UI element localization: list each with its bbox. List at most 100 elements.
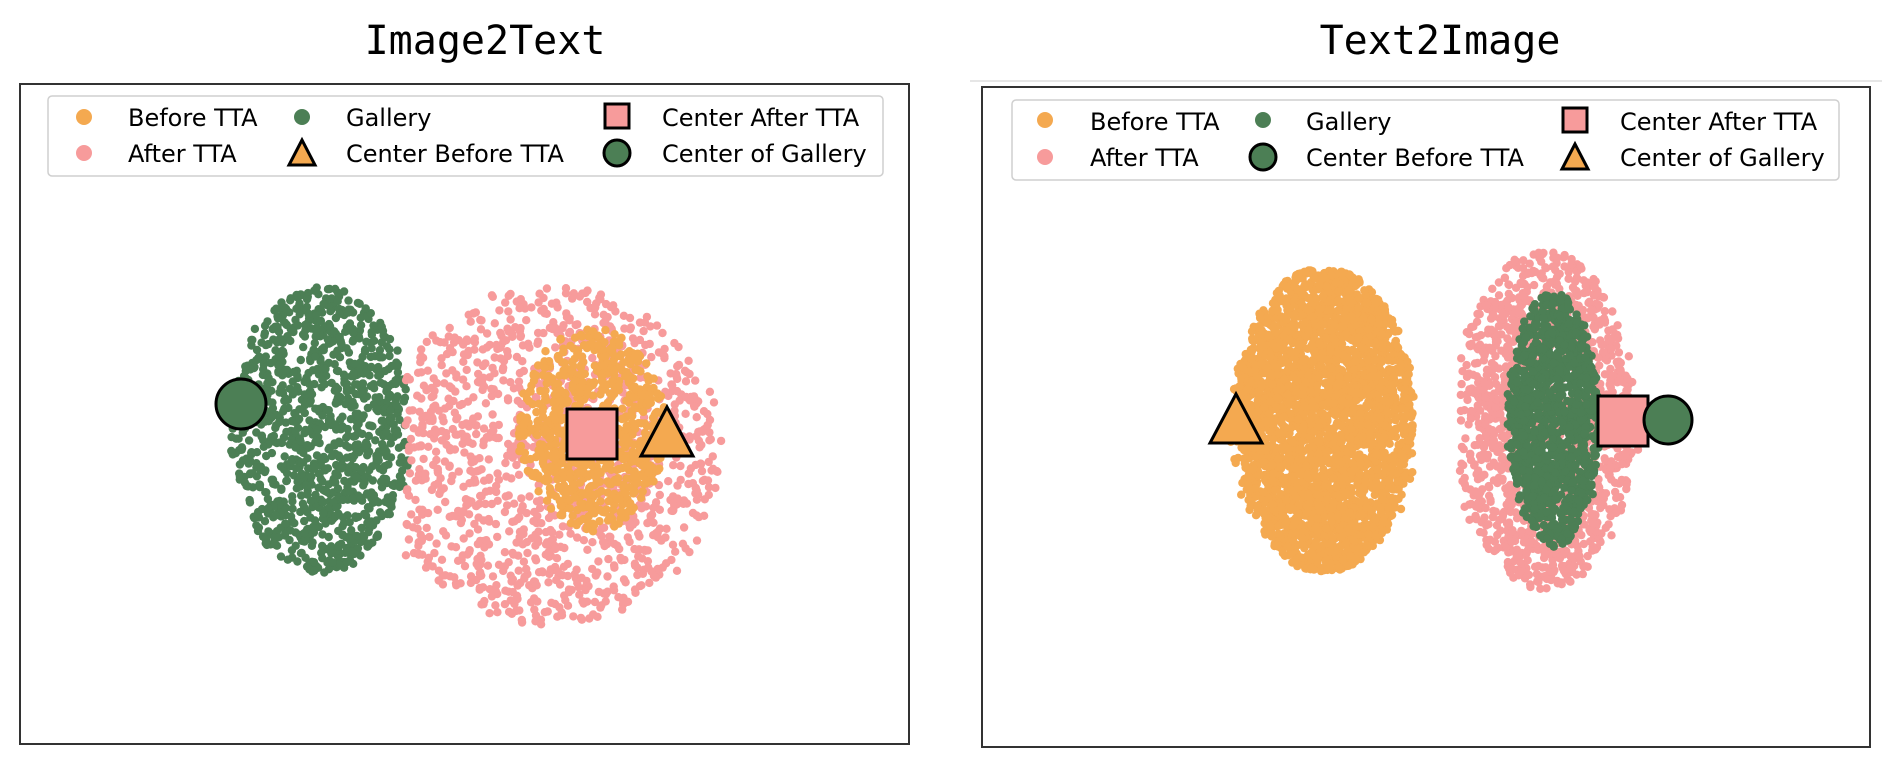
scatter-point xyxy=(649,518,658,527)
scatter-point xyxy=(531,371,541,380)
scatter-point xyxy=(550,390,560,399)
scatter-point xyxy=(302,562,312,571)
scatter-point xyxy=(565,504,574,513)
scatter-point xyxy=(566,529,575,538)
scatter-point xyxy=(501,336,511,345)
scatter-point xyxy=(439,527,448,536)
scatter-point xyxy=(462,419,471,428)
scatter-point xyxy=(692,536,702,545)
scatter-point xyxy=(374,362,383,372)
scatter-point xyxy=(540,363,549,373)
scatter-point xyxy=(407,456,416,465)
scatter-point xyxy=(698,476,708,486)
scatter-point xyxy=(577,573,586,582)
scatter-point xyxy=(479,441,488,450)
scatter-point xyxy=(542,379,551,388)
scatter-point xyxy=(1369,347,1379,357)
scatter-point xyxy=(300,503,309,512)
scatter-point xyxy=(460,448,469,457)
scatter-point xyxy=(413,516,422,525)
scatter-point xyxy=(295,299,304,308)
center-of-gallery-marker xyxy=(214,377,268,431)
scatter-point xyxy=(326,307,335,316)
scatter-point xyxy=(616,514,626,523)
scatter-point xyxy=(411,476,421,485)
scatter-point xyxy=(546,504,556,513)
scatter-point xyxy=(500,600,510,609)
scatter-point xyxy=(306,396,315,405)
scatter-point xyxy=(321,364,330,374)
scatter-point xyxy=(483,561,493,570)
scatter-point xyxy=(413,368,423,377)
scatter-point xyxy=(319,299,328,309)
scatter-point xyxy=(610,522,619,531)
scatter-point xyxy=(401,420,410,429)
scatter-point xyxy=(622,368,631,377)
scatter-point xyxy=(653,389,662,398)
scatter-point xyxy=(640,428,650,438)
scatter-point xyxy=(501,458,510,468)
scatter-point xyxy=(599,318,608,328)
scatter-point xyxy=(676,461,685,471)
scatter-point xyxy=(417,394,426,403)
scatter-point xyxy=(532,581,541,590)
scatter-point xyxy=(477,555,486,565)
scatter-point xyxy=(464,346,473,356)
scatter-point xyxy=(311,332,320,341)
scatter-point xyxy=(691,489,700,498)
scatter-point xyxy=(386,439,395,448)
scatter-point xyxy=(666,369,675,378)
scatter-point xyxy=(528,471,537,481)
scatter-point xyxy=(441,571,450,580)
legend-label-before-tta: Before TTA xyxy=(128,104,258,132)
scatter-point xyxy=(405,469,415,478)
scatter-point xyxy=(384,460,393,469)
scatter-point xyxy=(268,378,277,387)
scatter-point xyxy=(307,390,317,399)
scatter-point xyxy=(672,566,682,575)
scatter-point xyxy=(433,464,442,473)
scatter-point xyxy=(459,357,468,366)
scatter-point xyxy=(311,404,320,413)
scatter-point xyxy=(515,368,525,378)
scatter-point xyxy=(273,314,283,323)
scatter-point xyxy=(312,451,322,460)
scatter-point xyxy=(324,416,334,425)
scatter-point xyxy=(419,381,429,390)
scatter-point xyxy=(465,479,474,488)
scatter-point xyxy=(419,428,428,438)
scatter-point xyxy=(617,414,627,424)
scatter-point xyxy=(487,391,496,401)
scatter-point xyxy=(543,418,552,427)
scatter-point xyxy=(456,518,466,528)
scatter-point xyxy=(453,430,462,439)
scatter-point xyxy=(288,504,297,513)
scatter-point xyxy=(541,347,550,356)
scatter-point xyxy=(360,509,369,519)
scatter-point xyxy=(558,324,567,333)
scatter-point xyxy=(264,527,273,536)
scatter-point xyxy=(417,345,426,354)
scatter-point xyxy=(498,365,507,375)
scatter-point xyxy=(375,353,384,362)
scatter-point xyxy=(599,361,608,370)
scatter-point xyxy=(488,363,497,373)
scatter-point xyxy=(445,323,454,333)
scatter-point xyxy=(454,467,463,476)
scatter-point xyxy=(577,352,587,361)
scatter-point xyxy=(317,308,327,317)
scatter-point xyxy=(330,284,340,294)
scatter-point xyxy=(363,403,373,413)
scatter-point xyxy=(635,335,645,345)
scatter-point xyxy=(515,606,524,615)
scatter-point xyxy=(503,394,513,403)
legend-label-gallery: Gallery xyxy=(346,104,431,132)
scatter-point xyxy=(285,384,295,393)
legend-marker-gallery xyxy=(294,109,310,125)
scatter-point xyxy=(278,386,287,396)
scatter-point xyxy=(273,338,282,347)
scatter-point xyxy=(622,421,631,430)
scatter-point xyxy=(318,411,327,420)
scatter-point xyxy=(531,531,540,541)
scatter-point xyxy=(395,415,404,425)
